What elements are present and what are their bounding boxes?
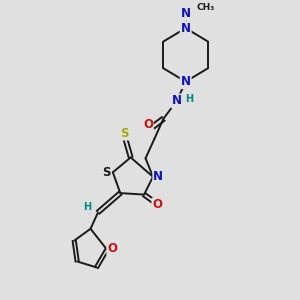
Text: N: N	[172, 94, 182, 107]
Text: O: O	[143, 118, 153, 131]
Text: N: N	[181, 75, 191, 88]
Text: H: H	[185, 94, 193, 103]
Text: S: S	[102, 166, 111, 179]
Text: S: S	[121, 127, 129, 140]
Text: O: O	[107, 242, 117, 255]
Text: O: O	[152, 199, 162, 212]
Text: N: N	[181, 7, 191, 20]
Text: N: N	[181, 22, 191, 34]
Text: N: N	[153, 170, 163, 183]
Text: CH₃: CH₃	[196, 3, 214, 12]
Text: H: H	[82, 202, 91, 212]
